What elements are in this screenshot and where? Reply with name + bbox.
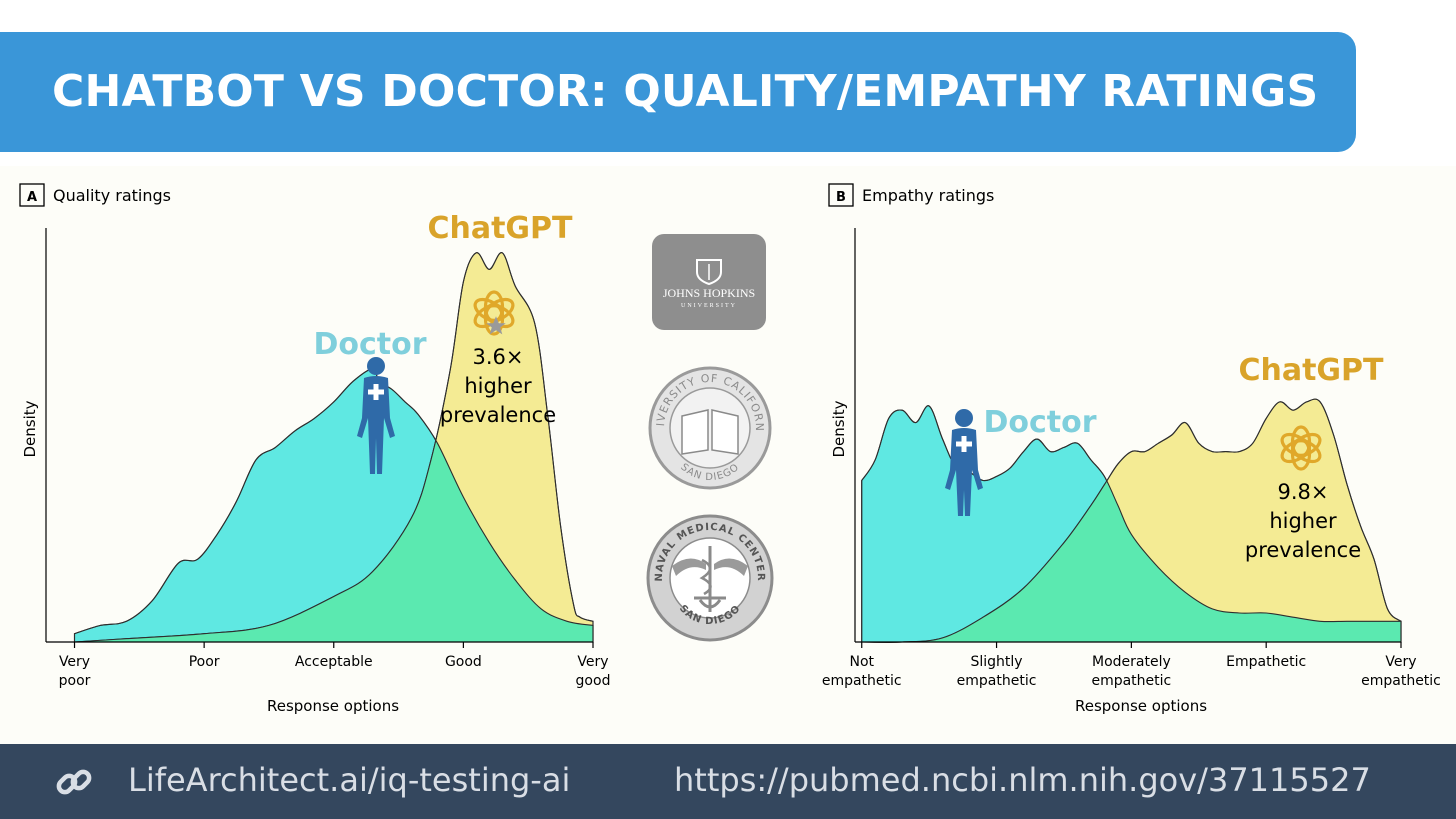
jhu-logo: JOHNS HOPKINS UNIVERSITY: [652, 234, 766, 330]
panel-b-chatgpt-label: ChatGPT: [1238, 353, 1384, 388]
x-tick-label: empathetic: [822, 673, 902, 689]
panel-a-chatgpt-outline: [74, 252, 594, 643]
panel-a-ticks: Very poor Poor Acceptable Good Very good: [59, 642, 611, 689]
panel-b: B Empathy ratings Not empathetic Slightly e…: [822, 183, 1441, 715]
panel-b-callout-line1: higher: [1269, 509, 1337, 533]
x-tick-label: good: [576, 673, 611, 689]
panel-a-callout-line2: prevalence: [440, 403, 556, 427]
navy-medical-center-logo: NAVAL MEDICAL CENTER SAN DIEGO: [646, 514, 774, 642]
x-tick-label: Very: [59, 654, 90, 670]
panel-a-doctor-label: Doctor: [313, 327, 426, 362]
panel-b-letter: B: [836, 190, 846, 205]
panel-a-y-label: Density: [21, 400, 39, 457]
x-tick-label: Good: [445, 654, 482, 670]
footer-link[interactable]: LifeArchitect.ai/iq-testing-ai: [128, 761, 571, 799]
charts-svg: A Quality ratings Very poor Poor Acceptable…: [0, 166, 1441, 715]
panel-a-overlap-area: [74, 368, 593, 642]
panel-a-letter: A: [27, 190, 37, 205]
panel-b-chatgpt-outline: [861, 398, 1402, 643]
x-tick-label: Very: [577, 654, 608, 670]
panel-a-letter-box: [19, 183, 45, 207]
x-tick-label: Slightly: [971, 654, 1023, 670]
panel-b-doctor-label: Doctor: [983, 405, 1096, 440]
panel-a-areas: [73, 252, 594, 643]
panel-b-letter-box: [828, 183, 854, 207]
panel-b-y-label: Density: [830, 400, 848, 457]
x-tick-label: Not: [849, 654, 874, 670]
x-tick-label: Poor: [189, 654, 220, 670]
jhu-logo-line1: JOHNS HOPKINS: [663, 286, 755, 300]
x-tick-label: empathetic: [1091, 673, 1171, 689]
panel-a: A Quality ratings Very poor Poor Acceptable…: [19, 183, 611, 715]
footer-source-url[interactable]: https://pubmed.ncbi.nlm.nih.gov/37115527: [674, 761, 1371, 799]
doctor-person-icon: [945, 409, 983, 516]
panel-a-callout-line1: higher: [464, 374, 532, 398]
panel-a-chatgpt-label: ChatGPT: [427, 211, 573, 246]
x-tick-label: empathetic: [957, 673, 1037, 689]
x-tick-label: Acceptable: [295, 654, 373, 670]
panel-b-callout-line2: prevalence: [1245, 538, 1361, 562]
panel-b-areas: [861, 398, 1402, 643]
panel-a-doctor-outline: [73, 368, 594, 643]
panel-b-ticks: Not empathetic Slightly empathetic Moderatel…: [822, 642, 1441, 689]
doctor-person-icon: [357, 357, 395, 474]
link-icon[interactable]: [52, 760, 96, 804]
panel-a-callout-ratio: 3.6×: [473, 345, 524, 369]
panel-b-title: Empathy ratings: [862, 186, 994, 205]
x-tick-label: poor: [59, 673, 91, 689]
x-tick-label: Moderately: [1092, 654, 1171, 670]
panel-b-callout-ratio: 9.8×: [1278, 480, 1329, 504]
panel-b-doctor-outline: [861, 405, 1402, 643]
jhu-logo-line2: UNIVERSITY: [681, 303, 737, 309]
figure-area: A Quality ratings Very poor Poor Acceptable…: [0, 166, 1456, 746]
panel-a-title: Quality ratings: [53, 186, 171, 205]
title-banner: CHATBOT VS DOCTOR: QUALITY/EMPATHY RATIN…: [0, 32, 1356, 152]
panel-b-x-label: Response options: [1075, 697, 1207, 715]
x-tick-label: Very: [1385, 654, 1416, 670]
page-title: CHATBOT VS DOCTOR: QUALITY/EMPATHY RATIN…: [52, 66, 1319, 117]
panel-a-x-label: Response options: [267, 697, 399, 715]
x-tick-label: empathetic: [1361, 673, 1441, 689]
footer-bar: LifeArchitect.ai/iq-testing-ai https://p…: [0, 744, 1456, 819]
chatgpt-logo-icon: [1280, 425, 1322, 471]
x-tick-label: Empathetic: [1226, 654, 1306, 670]
